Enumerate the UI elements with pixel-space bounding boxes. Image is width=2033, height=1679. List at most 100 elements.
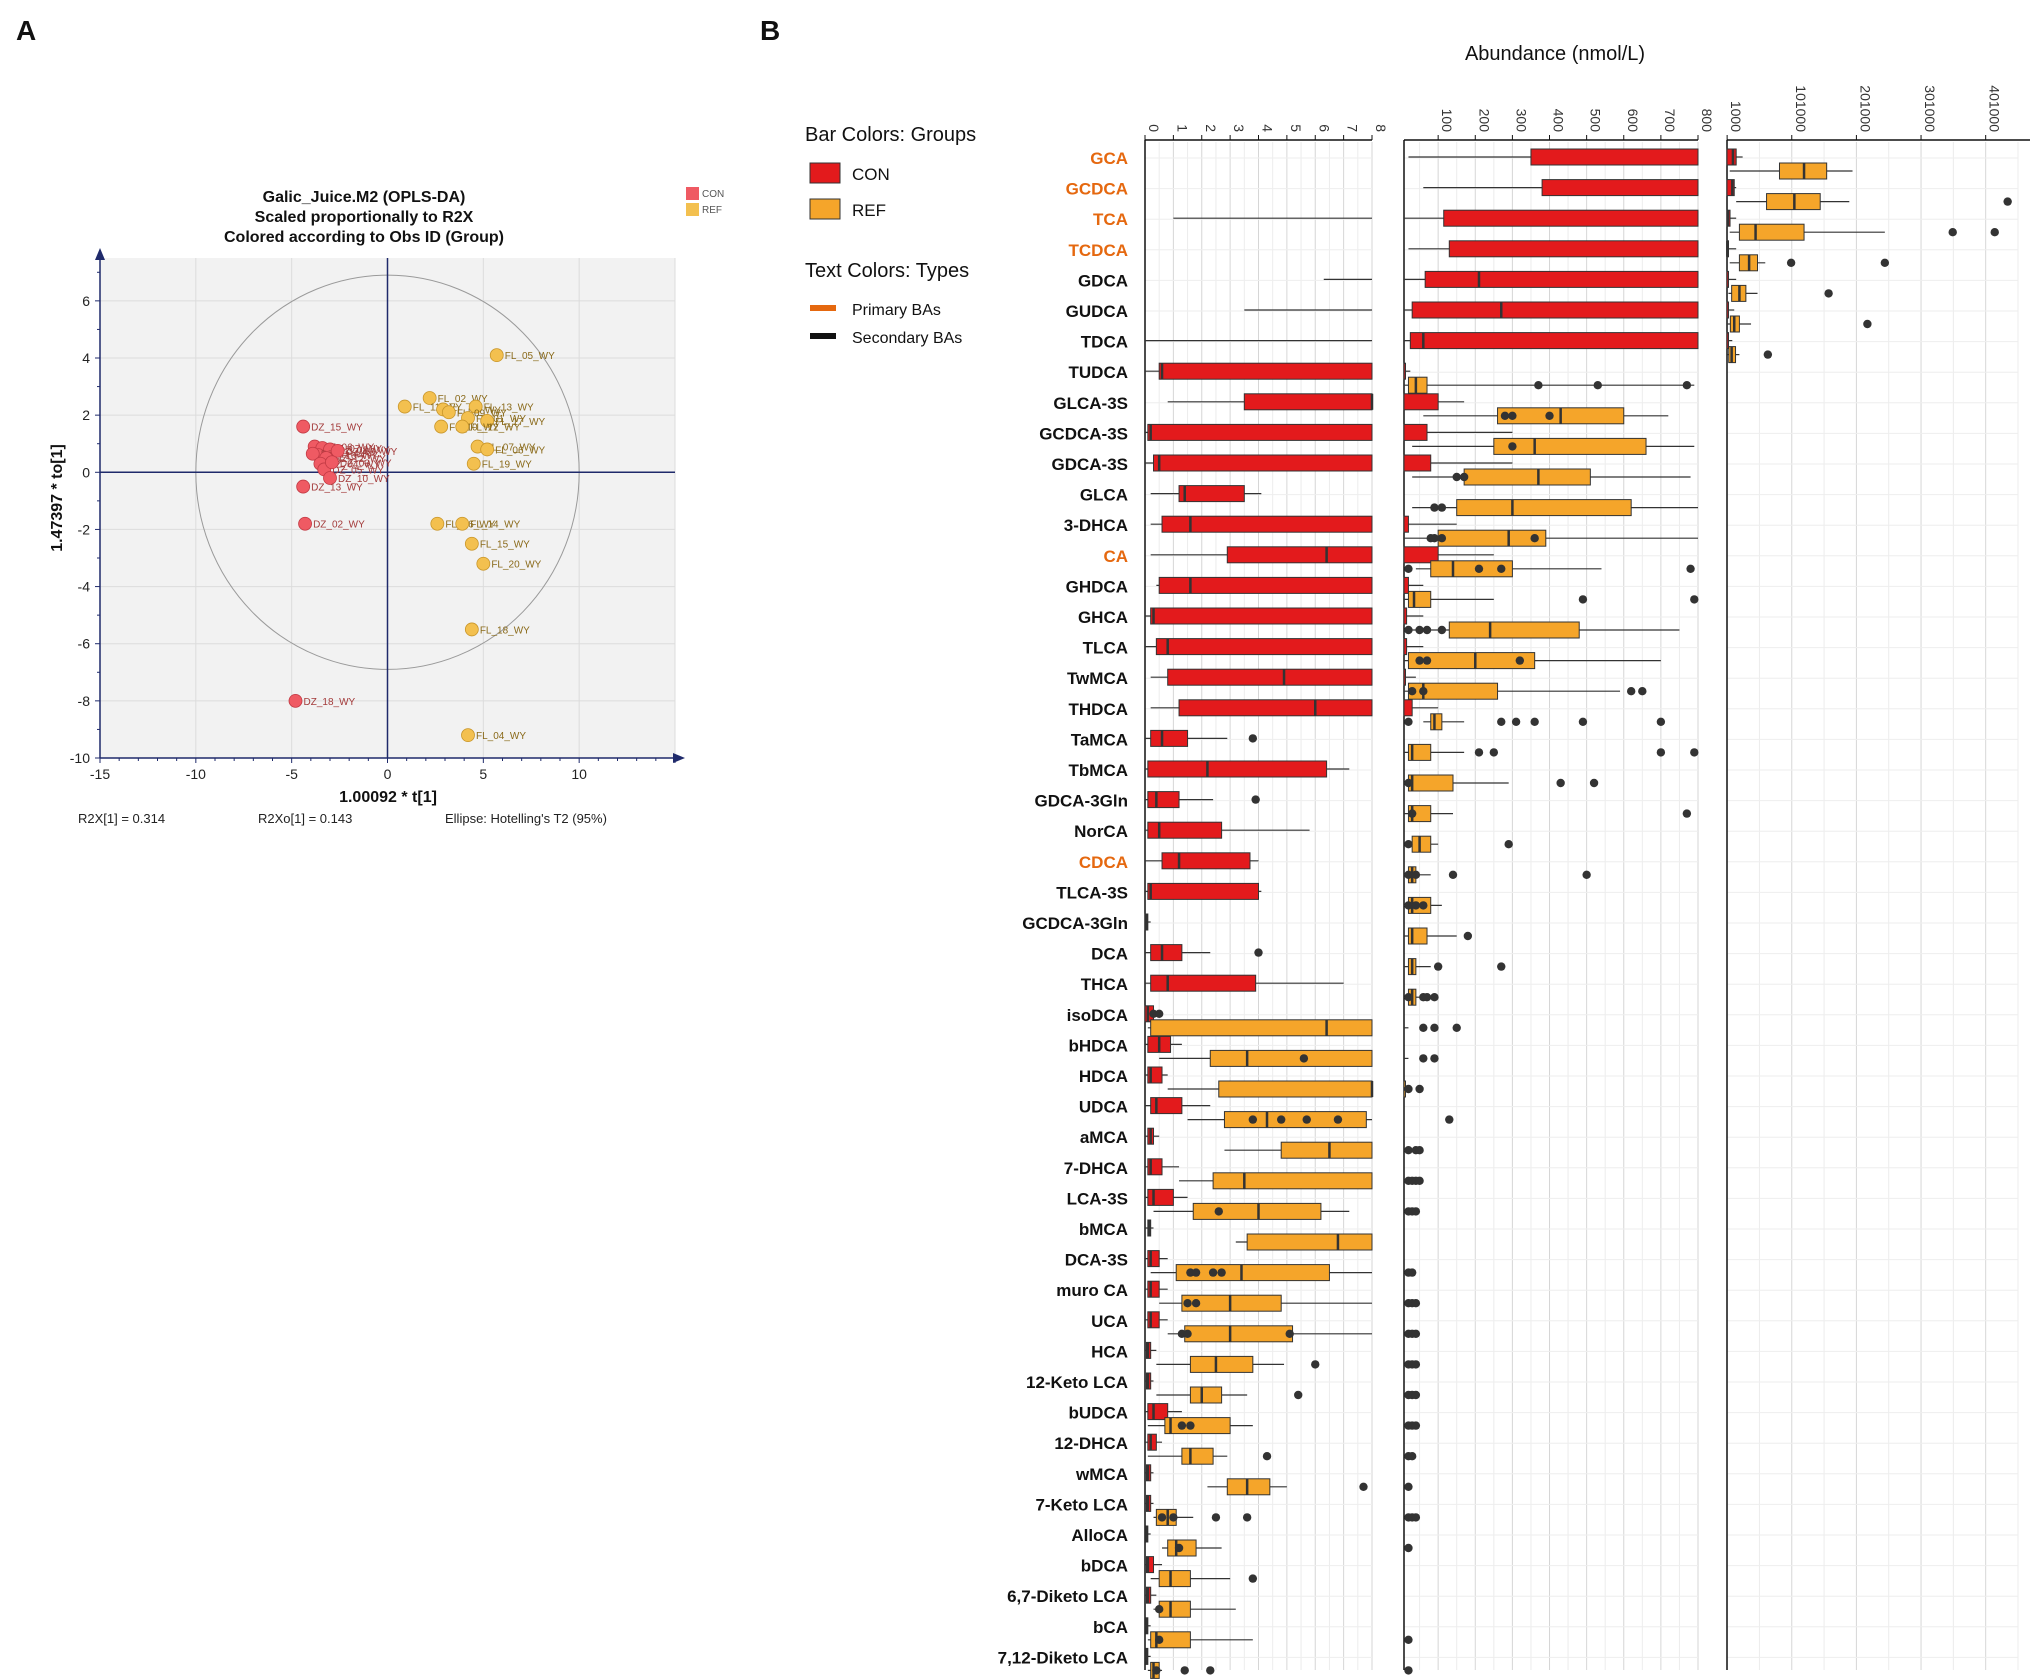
box-outlier — [1690, 595, 1699, 604]
box-ref-ghca — [1404, 621, 1680, 639]
category-label-tamca: TaMCA — [1071, 730, 1128, 749]
box-outlier — [1474, 564, 1484, 573]
box-ref-dca — [1404, 958, 1506, 976]
category-label-twmca: TwMCA — [1067, 669, 1128, 688]
box-ref-gcdca — [1736, 193, 2012, 211]
box-outlier — [1437, 503, 1447, 512]
box-con-7-12-diketo-lca — [1145, 1647, 1151, 1665]
box-iqr — [1443, 209, 1699, 227]
box-iqr — [1530, 148, 1699, 166]
panel-label-a: A — [16, 15, 36, 46]
box-ref-lca-3s — [1153, 1202, 1421, 1220]
box-iqr — [1178, 699, 1373, 717]
box-outlier — [1452, 472, 1461, 482]
category-label-dca-3s: DCA-3S — [1065, 1251, 1128, 1270]
box-outlier — [1437, 534, 1447, 543]
box-outlier — [1786, 258, 1796, 267]
box-iqr — [1147, 1433, 1157, 1451]
box-iqr — [1150, 729, 1189, 747]
legend-label-ref: REF — [852, 201, 886, 220]
box-iqr — [1407, 590, 1432, 608]
category-label-gdca-3s: GDCA-3S — [1051, 455, 1128, 474]
box-outlier — [1191, 1299, 1201, 1308]
box-tick-label: 700 — [1662, 109, 1678, 133]
scatter-xtick-label: -15 — [90, 766, 110, 782]
box-outlier — [1530, 717, 1539, 726]
box-ref-bdca — [1150, 1570, 1258, 1588]
box-outlier — [1262, 1452, 1272, 1461]
box-outlier — [1169, 1513, 1178, 1522]
scatter-point-label: DZ_10_WY — [338, 474, 390, 485]
box-outlier — [1515, 656, 1525, 665]
box-iqr — [1145, 1556, 1155, 1574]
category-label-gcdca: GCDCA — [1066, 180, 1128, 199]
box-tick-label: 500 — [1588, 109, 1604, 133]
scatter-legend-swatch-con — [686, 187, 699, 200]
box-iqr — [1403, 393, 1439, 411]
scatter-legend-swatch-ref — [686, 203, 699, 216]
box-outlier — [1180, 1666, 1189, 1675]
box-tick-label: 0 — [1146, 124, 1162, 132]
box-outlier — [1497, 717, 1506, 726]
box-outlier — [1415, 1146, 1424, 1155]
box-tick-label: 200 — [1476, 109, 1492, 133]
box-outlier — [1248, 1115, 1258, 1124]
scatter-point-marker — [489, 348, 504, 363]
scatter-title-line-1: Galic_Juice.M2 (OPLS-DA) — [263, 189, 466, 206]
box-tick-label: 7 — [1345, 124, 1361, 132]
box-outlier — [1206, 1666, 1215, 1675]
box-iqr — [1407, 743, 1432, 761]
box-iqr — [1403, 668, 1406, 686]
box-ref-gcdca-3gln — [1404, 927, 1473, 945]
scatter-point-dz-02-wy: DZ_02_WY — [298, 516, 365, 531]
box-outlier — [1682, 809, 1692, 818]
scatter-point-label: FL_20_WY — [491, 560, 541, 571]
scatter-point-marker — [422, 391, 437, 405]
scatter-point-label: FL_19_WY — [482, 460, 532, 471]
category-label-cdca: CDCA — [1079, 853, 1128, 872]
scatter-point-label: FL_12_WY — [470, 423, 520, 434]
category-label-hca: HCA — [1091, 1342, 1128, 1361]
box-iqr — [1403, 423, 1428, 441]
scatter-point-fl-10-wy: FL_10_WY — [434, 419, 500, 434]
scatter-x-arrow — [673, 753, 685, 763]
scatter-footer-ellipse: Ellipse: Hotelling's T2 (95%) — [445, 811, 607, 826]
category-label-thca: THCA — [1081, 975, 1128, 994]
box-iqr — [1403, 515, 1409, 533]
box-con-3-dhca — [1150, 515, 1457, 533]
scatter-footer-r2xo: R2Xo[1] = 0.143 — [258, 811, 352, 826]
box-outlier — [1690, 748, 1699, 757]
box-tick-label: 101000 — [1793, 85, 1809, 132]
box-outlier — [1459, 472, 1469, 482]
box-iqr — [1150, 974, 1257, 992]
box-outlier — [1404, 778, 1413, 788]
box-outlier — [1500, 411, 1510, 420]
box-ref-12-keto-lca — [1156, 1386, 1421, 1404]
box-con-tlca — [1145, 638, 1424, 656]
box-iqr — [1153, 454, 1373, 472]
box-ref-tlca — [1404, 652, 1661, 670]
category-label-gdca-3gln: GDCA-3Gln — [1035, 792, 1129, 811]
box-iqr — [1158, 576, 1373, 594]
category-label-amca: aMCA — [1080, 1128, 1128, 1147]
box-ref-tamca — [1404, 743, 1699, 761]
box-marks — [1144, 148, 2012, 1679]
box-ref-glca-3s — [1423, 407, 1669, 425]
box-iqr — [1189, 1386, 1223, 1404]
scatter-point-fl-02-wy: FL_02_WY — [422, 391, 488, 405]
box-con-bca — [1145, 1617, 1151, 1635]
scatter-ytick-label: -4 — [78, 579, 91, 595]
category-label-gca: GCA — [1090, 149, 1128, 168]
box-outlier — [1404, 1084, 1413, 1094]
box-ref-uca — [1167, 1325, 1421, 1343]
scatter-point-label: FL_16_WY — [445, 520, 495, 531]
scatter-point-marker — [461, 728, 475, 743]
category-label-gdca: GDCA — [1078, 271, 1128, 290]
box-outlier — [1545, 411, 1554, 420]
legend-swatch-ref — [809, 198, 841, 220]
box-con-gcdca — [1423, 179, 1737, 197]
category-label-tcdca: TCDCA — [1069, 241, 1129, 260]
category-label-gcdca-3gln: GCDCA-3Gln — [1022, 914, 1128, 933]
